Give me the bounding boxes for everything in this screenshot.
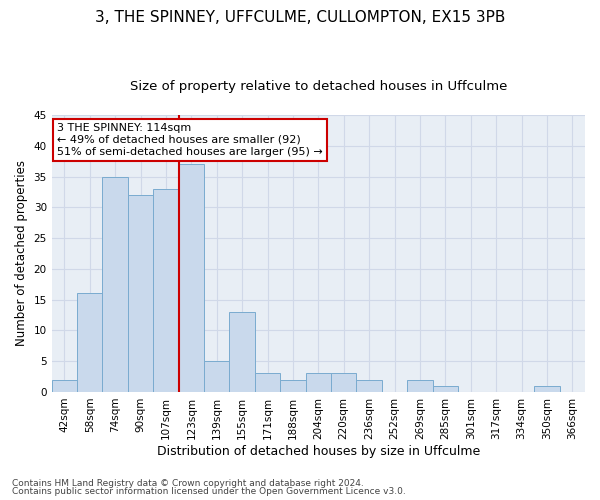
X-axis label: Distribution of detached houses by size in Uffculme: Distribution of detached houses by size … <box>157 444 480 458</box>
Bar <box>534 386 560 392</box>
Text: 3, THE SPINNEY, UFFCULME, CULLOMPTON, EX15 3PB: 3, THE SPINNEY, UFFCULME, CULLOMPTON, EX… <box>95 10 505 25</box>
Bar <box>407 380 433 392</box>
Bar <box>305 374 331 392</box>
Text: Contains public sector information licensed under the Open Government Licence v3: Contains public sector information licen… <box>12 487 406 496</box>
Title: Size of property relative to detached houses in Uffculme: Size of property relative to detached ho… <box>130 80 507 93</box>
Bar <box>229 312 255 392</box>
Bar <box>103 176 128 392</box>
Bar <box>356 380 382 392</box>
Bar <box>255 374 280 392</box>
Bar <box>280 380 305 392</box>
Text: 3 THE SPINNEY: 114sqm
← 49% of detached houses are smaller (92)
51% of semi-deta: 3 THE SPINNEY: 114sqm ← 49% of detached … <box>57 124 323 156</box>
Y-axis label: Number of detached properties: Number of detached properties <box>15 160 28 346</box>
Bar <box>52 380 77 392</box>
Bar <box>77 294 103 392</box>
Bar <box>153 189 179 392</box>
Bar <box>128 195 153 392</box>
Bar <box>331 374 356 392</box>
Bar <box>204 361 229 392</box>
Text: Contains HM Land Registry data © Crown copyright and database right 2024.: Contains HM Land Registry data © Crown c… <box>12 478 364 488</box>
Bar <box>433 386 458 392</box>
Bar <box>179 164 204 392</box>
